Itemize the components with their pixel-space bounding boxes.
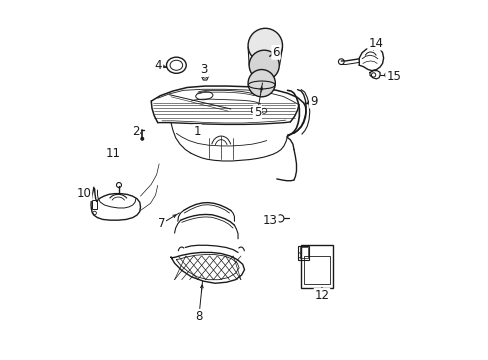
Text: 12: 12 <box>314 289 329 302</box>
Text: 14: 14 <box>367 36 383 50</box>
Text: 8: 8 <box>195 310 202 323</box>
Bar <box>304 256 329 284</box>
Circle shape <box>141 137 143 140</box>
Text: 10: 10 <box>76 187 91 200</box>
Text: 3: 3 <box>200 63 207 76</box>
Bar <box>301 244 332 288</box>
Text: 13: 13 <box>263 214 277 227</box>
Text: 2: 2 <box>131 125 139 138</box>
Bar <box>92 201 97 210</box>
Bar <box>250 107 257 112</box>
Text: 4: 4 <box>154 59 162 72</box>
Bar <box>299 247 307 258</box>
Text: 6: 6 <box>272 46 279 59</box>
Circle shape <box>247 69 275 97</box>
Bar <box>298 246 308 260</box>
Text: 9: 9 <box>309 95 317 108</box>
Circle shape <box>247 28 282 63</box>
Text: 7: 7 <box>157 217 165 230</box>
Text: 1: 1 <box>193 125 201 138</box>
Text: 5: 5 <box>253 106 261 119</box>
Text: 15: 15 <box>386 70 400 83</box>
Circle shape <box>249 50 279 80</box>
Text: 11: 11 <box>105 147 120 159</box>
